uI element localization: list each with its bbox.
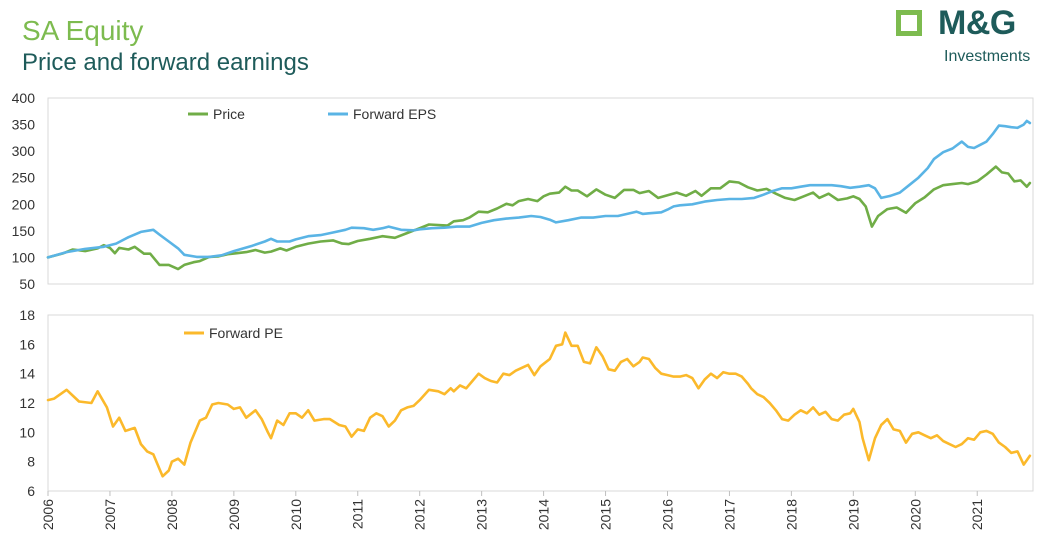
logo-subtitle: Investments (944, 48, 1031, 65)
x-tick-label: 2008 (164, 499, 180, 530)
legend-label: Forward EPS (353, 106, 436, 122)
y-tick-label: 50 (19, 276, 35, 292)
x-tick-label: 2016 (659, 499, 675, 530)
slide-title: SA Equity (22, 15, 144, 46)
price-eps-chart: 50 100 150 200 250 300 350 400 Price Forward EPS (12, 90, 1034, 292)
forward-pe-chart: 6 8 10 12 14 16 18 2006 2007 2008 2009 2010 2011 2012… (19, 307, 1034, 530)
x-tick-label: 2010 (288, 499, 304, 530)
x-tick-label: 2017 (721, 499, 737, 530)
logo-name: M&G (938, 4, 1016, 42)
x-tick-label: 2019 (845, 499, 861, 530)
y-tick-label: 350 (12, 117, 36, 133)
y-tick-label: 400 (12, 90, 36, 106)
x-tick-label: 2012 (412, 499, 428, 530)
y-tick-label: 300 (12, 143, 36, 159)
mg-logo: M&G Investments (896, 4, 1046, 70)
x-tick-label: 2021 (969, 499, 985, 530)
y-tick-label: 6 (27, 483, 35, 499)
x-tick-label: 2011 (350, 499, 366, 529)
y-tick-label: 150 (12, 223, 36, 239)
y-tick-label: 200 (12, 196, 36, 212)
y-tick-label: 10 (19, 424, 35, 440)
legend-label: Price (213, 106, 245, 122)
logo-square-icon (896, 10, 922, 36)
plot-frame (47, 97, 1034, 285)
y-tick-label: 12 (19, 395, 35, 411)
y-tick-label: 14 (19, 366, 35, 382)
y-tick-label: 100 (12, 249, 36, 265)
y-tick-label: 16 (19, 336, 35, 352)
x-tick-label: 2009 (226, 499, 242, 530)
x-tick-label: 2018 (783, 499, 799, 530)
series-line-forward-eps (46, 119, 1032, 259)
x-tick-label: 2007 (102, 499, 118, 530)
plot-frame (47, 314, 1034, 492)
x-tick-label: 2014 (536, 499, 552, 530)
x-tick-label: 2020 (907, 499, 923, 530)
legend-label: Forward PE (209, 325, 283, 341)
x-tick-label: 2015 (598, 499, 614, 530)
series-line-forward-pe (46, 331, 1032, 478)
x-tick-label: 2006 (40, 499, 56, 530)
y-tick-label: 18 (19, 307, 35, 323)
slide-subtitle: Price and forward earnings (22, 49, 309, 76)
y-tick-label: 8 (27, 454, 35, 470)
y-tick-label: 250 (12, 170, 36, 186)
x-tick-label: 2013 (474, 499, 490, 530)
